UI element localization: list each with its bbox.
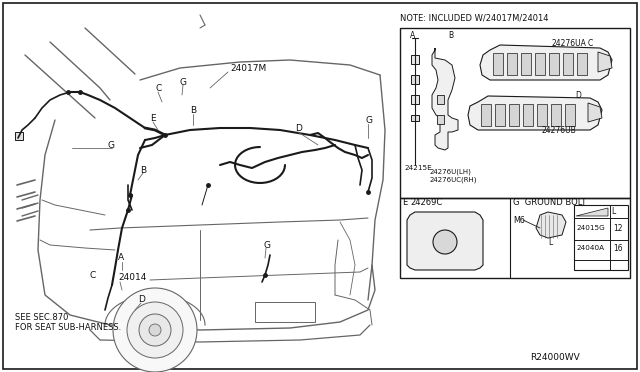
Text: E: E bbox=[402, 198, 407, 206]
Polygon shape bbox=[576, 208, 608, 216]
Bar bbox=[523, 104, 533, 126]
Text: C: C bbox=[155, 83, 161, 93]
Bar bbox=[411, 115, 419, 121]
Text: D: D bbox=[295, 124, 302, 132]
Bar bbox=[255, 302, 315, 322]
Text: G  GROUND BOLT: G GROUND BOLT bbox=[513, 198, 586, 206]
Bar bbox=[411, 55, 419, 64]
Bar bbox=[521, 53, 531, 75]
Text: 24040A: 24040A bbox=[576, 245, 604, 251]
Bar bbox=[563, 53, 573, 75]
Bar bbox=[551, 104, 561, 126]
Text: C: C bbox=[90, 270, 96, 279]
Circle shape bbox=[139, 314, 171, 346]
Polygon shape bbox=[432, 48, 458, 150]
Text: FOR SEAT SUB-HARNESS.: FOR SEAT SUB-HARNESS. bbox=[15, 324, 121, 333]
Bar bbox=[400, 198, 630, 278]
Text: NOTE: INCLUDED W/24017M/24014: NOTE: INCLUDED W/24017M/24014 bbox=[400, 13, 548, 22]
Polygon shape bbox=[480, 45, 612, 80]
Polygon shape bbox=[536, 212, 566, 238]
Bar bbox=[411, 75, 419, 84]
Bar bbox=[400, 28, 630, 198]
Text: G: G bbox=[365, 115, 372, 125]
Circle shape bbox=[113, 288, 197, 372]
Text: 12: 12 bbox=[613, 224, 623, 232]
Text: B: B bbox=[190, 106, 196, 115]
Text: L: L bbox=[548, 237, 552, 247]
Bar bbox=[577, 53, 587, 75]
Polygon shape bbox=[468, 96, 602, 130]
Text: 24017M: 24017M bbox=[230, 64, 266, 73]
Bar bbox=[549, 53, 559, 75]
Text: 16: 16 bbox=[613, 244, 623, 253]
Bar bbox=[507, 53, 517, 75]
Bar bbox=[481, 104, 491, 126]
Text: A: A bbox=[410, 31, 415, 39]
Polygon shape bbox=[598, 52, 612, 72]
Text: 24269C: 24269C bbox=[410, 198, 442, 206]
Text: B: B bbox=[448, 31, 453, 39]
Bar bbox=[509, 104, 519, 126]
Text: 24276UB: 24276UB bbox=[542, 125, 577, 135]
Bar bbox=[537, 104, 547, 126]
Text: SEE SEC.870: SEE SEC.870 bbox=[15, 314, 68, 323]
Bar bbox=[565, 104, 575, 126]
Text: D: D bbox=[575, 90, 581, 99]
Text: B: B bbox=[140, 166, 146, 174]
Text: M6: M6 bbox=[513, 215, 525, 224]
Circle shape bbox=[149, 324, 161, 336]
Text: C: C bbox=[588, 38, 593, 48]
Bar bbox=[574, 205, 628, 270]
Polygon shape bbox=[588, 103, 602, 122]
Text: L: L bbox=[611, 206, 615, 215]
Text: G: G bbox=[180, 77, 187, 87]
Polygon shape bbox=[407, 212, 483, 270]
Text: 24014: 24014 bbox=[118, 273, 147, 282]
Bar bbox=[411, 95, 419, 104]
Text: A: A bbox=[118, 253, 124, 263]
Bar bbox=[495, 104, 505, 126]
Text: 24215E: 24215E bbox=[404, 165, 432, 171]
Text: G: G bbox=[108, 141, 115, 150]
Text: R24000WV: R24000WV bbox=[530, 353, 580, 362]
Bar bbox=[493, 53, 503, 75]
Text: 24276U(LH): 24276U(LH) bbox=[430, 169, 472, 175]
Text: G: G bbox=[263, 241, 270, 250]
Circle shape bbox=[127, 302, 183, 358]
Bar bbox=[437, 95, 444, 104]
Bar bbox=[15, 132, 23, 140]
Bar bbox=[535, 53, 545, 75]
Circle shape bbox=[433, 230, 457, 254]
Text: 24276UC(RH): 24276UC(RH) bbox=[430, 177, 477, 183]
Text: E: E bbox=[150, 113, 156, 122]
Bar bbox=[437, 115, 444, 124]
Text: 24276UA: 24276UA bbox=[552, 38, 587, 48]
Text: D: D bbox=[138, 295, 145, 305]
Text: 24015G: 24015G bbox=[576, 225, 605, 231]
